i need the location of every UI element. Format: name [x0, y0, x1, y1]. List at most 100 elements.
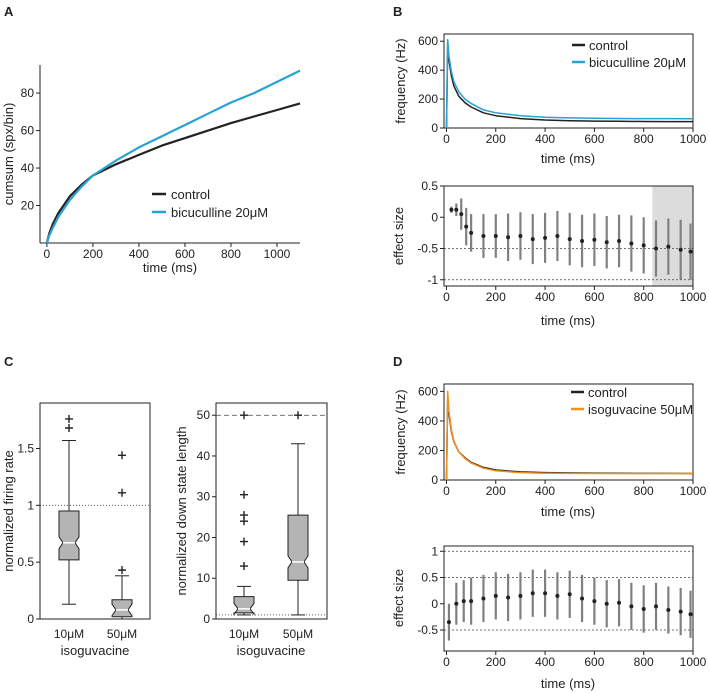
legend-label-control: control — [171, 187, 210, 202]
box-body — [233, 596, 255, 616]
effect-point — [592, 599, 597, 604]
effect-point — [555, 593, 560, 598]
panel-c-left-category: 50μM — [107, 627, 137, 641]
y-tick-label: 600 — [418, 34, 438, 48]
effect-point — [543, 591, 548, 596]
panel-c-right-category: 10μM — [229, 627, 259, 641]
effect-point — [666, 244, 671, 249]
panel-label-a: A — [4, 4, 14, 19]
y-tick-label: -0.5 — [417, 242, 438, 256]
x-tick-label: 200 — [486, 290, 506, 304]
effect-point — [449, 207, 454, 212]
shaded-region — [652, 186, 693, 286]
panel-a-x-label: time (ms) — [143, 260, 197, 275]
effect-point — [641, 243, 646, 248]
y-tick-label: 0 — [431, 473, 438, 487]
effect-point — [617, 239, 622, 243]
x-tick-label: 1000 — [264, 247, 291, 261]
effect-point — [641, 607, 646, 611]
effect-point — [454, 601, 459, 606]
y-tick-label: 10 — [197, 571, 211, 585]
effect-point — [543, 235, 548, 240]
x-tick-label: 400 — [535, 655, 555, 669]
x-tick-label: 800 — [634, 655, 654, 669]
y-tick-label: 60 — [21, 124, 35, 138]
panel-c-left-category: 10μM — [54, 627, 84, 641]
x-tick-label: 600 — [584, 655, 604, 669]
panel-c-left-frame — [39, 402, 151, 620]
series-line-control — [45, 102, 301, 244]
effect-point — [446, 620, 451, 625]
panel-c-right-y-label: normalized down state length — [174, 426, 189, 595]
x-tick-label: 200 — [486, 484, 506, 498]
panel-b-frequency-chart: 0 200 400 600 800 1000 0 200 400 600 time (ms) f… — [393, 33, 707, 166]
y-tick-label: 1.5 — [17, 441, 34, 455]
panel-c-down-state-chart: 0 10 20 30 40 50 10μM 50μM isoguvacine normal… — [174, 402, 328, 658]
x-tick-label: 1000 — [680, 484, 707, 498]
x-tick-label: 200 — [486, 655, 506, 669]
y-tick-label: 0.5 — [421, 571, 438, 585]
panel-b-top-frame — [443, 33, 694, 129]
effect-point — [461, 599, 466, 604]
x-tick-label: 600 — [584, 132, 604, 146]
y-tick-label: 20 — [21, 199, 35, 213]
panel-d-bottom-y-label: effect size — [391, 569, 406, 627]
x-tick-label: 0 — [443, 290, 450, 304]
x-tick-label: 800 — [634, 132, 654, 146]
effect-point — [506, 595, 511, 600]
panel-c-right-frame — [215, 402, 328, 620]
box-outlier — [65, 414, 73, 423]
y-tick-label: 80 — [21, 86, 35, 100]
panel-d-bottom-x-label: time (ms) — [541, 676, 595, 691]
legend-label-control: control — [589, 38, 628, 53]
box-outlier — [240, 490, 248, 499]
series-line-bicuculline — [445, 39, 694, 129]
effect-point — [518, 593, 523, 598]
series-line-bicuculline — [45, 69, 301, 244]
panel-label-d: D — [393, 354, 402, 369]
panel-b-top-y-label: frequency (Hz) — [393, 38, 408, 123]
x-tick-label: 1000 — [680, 290, 707, 304]
panel-a-legend: control bicuculline 20μM — [152, 187, 268, 220]
x-tick-label: 400 — [535, 132, 555, 146]
panel-b-legend: control bicuculline 20μM — [572, 38, 686, 70]
panel-d-frequency-chart: 0 200 400 600 800 1000 0 200 400 600 time (ms) f… — [393, 383, 707, 519]
effect-point — [604, 240, 609, 245]
effect-point — [459, 212, 464, 217]
legend-label-bicuculline: bicuculline 20μM — [171, 205, 268, 220]
x-tick-label: 400 — [129, 247, 149, 261]
x-tick-label: 600 — [584, 290, 604, 304]
series-line-control — [445, 43, 693, 129]
effect-point — [506, 235, 511, 240]
y-tick-label: 0 — [27, 612, 34, 626]
effect-point — [567, 592, 572, 597]
panel-c-right-x-label: isoguvacine — [237, 643, 306, 658]
x-tick-label: 400 — [535, 484, 555, 498]
effect-point — [654, 604, 659, 609]
x-tick-label: 600 — [175, 247, 195, 261]
box-body — [287, 514, 309, 581]
box-outlier — [294, 411, 302, 420]
panel-d-effect-chart: 0 200 400 600 800 1000 -0.5 0 0.5 1 time (ms) ef… — [391, 544, 707, 691]
y-tick-label: 400 — [418, 414, 438, 428]
panel-c-right-category: 50μM — [283, 627, 313, 641]
effect-point — [629, 241, 634, 246]
box-body — [58, 510, 80, 561]
box-outlier — [118, 488, 126, 497]
effect-point — [678, 247, 683, 252]
y-tick-label: 400 — [418, 63, 438, 77]
box-outlier — [118, 566, 126, 575]
box-outlier — [240, 537, 248, 546]
y-tick-label: 0 — [431, 210, 438, 224]
y-tick-label: 50 — [197, 408, 211, 422]
panel-a-chart: 0 200 400 600 800 1000 20 40 60 80 time (ms) cum… — [1, 65, 301, 275]
box-outlier — [240, 411, 248, 420]
y-tick-label: 30 — [197, 490, 211, 504]
effect-point — [530, 591, 535, 596]
x-tick-label: 1000 — [680, 132, 707, 146]
y-tick-label: 1 — [27, 498, 34, 512]
effect-point — [688, 612, 693, 617]
x-tick-label: 1000 — [680, 655, 707, 669]
effect-point — [654, 246, 659, 251]
x-tick-label: 200 — [83, 247, 103, 261]
